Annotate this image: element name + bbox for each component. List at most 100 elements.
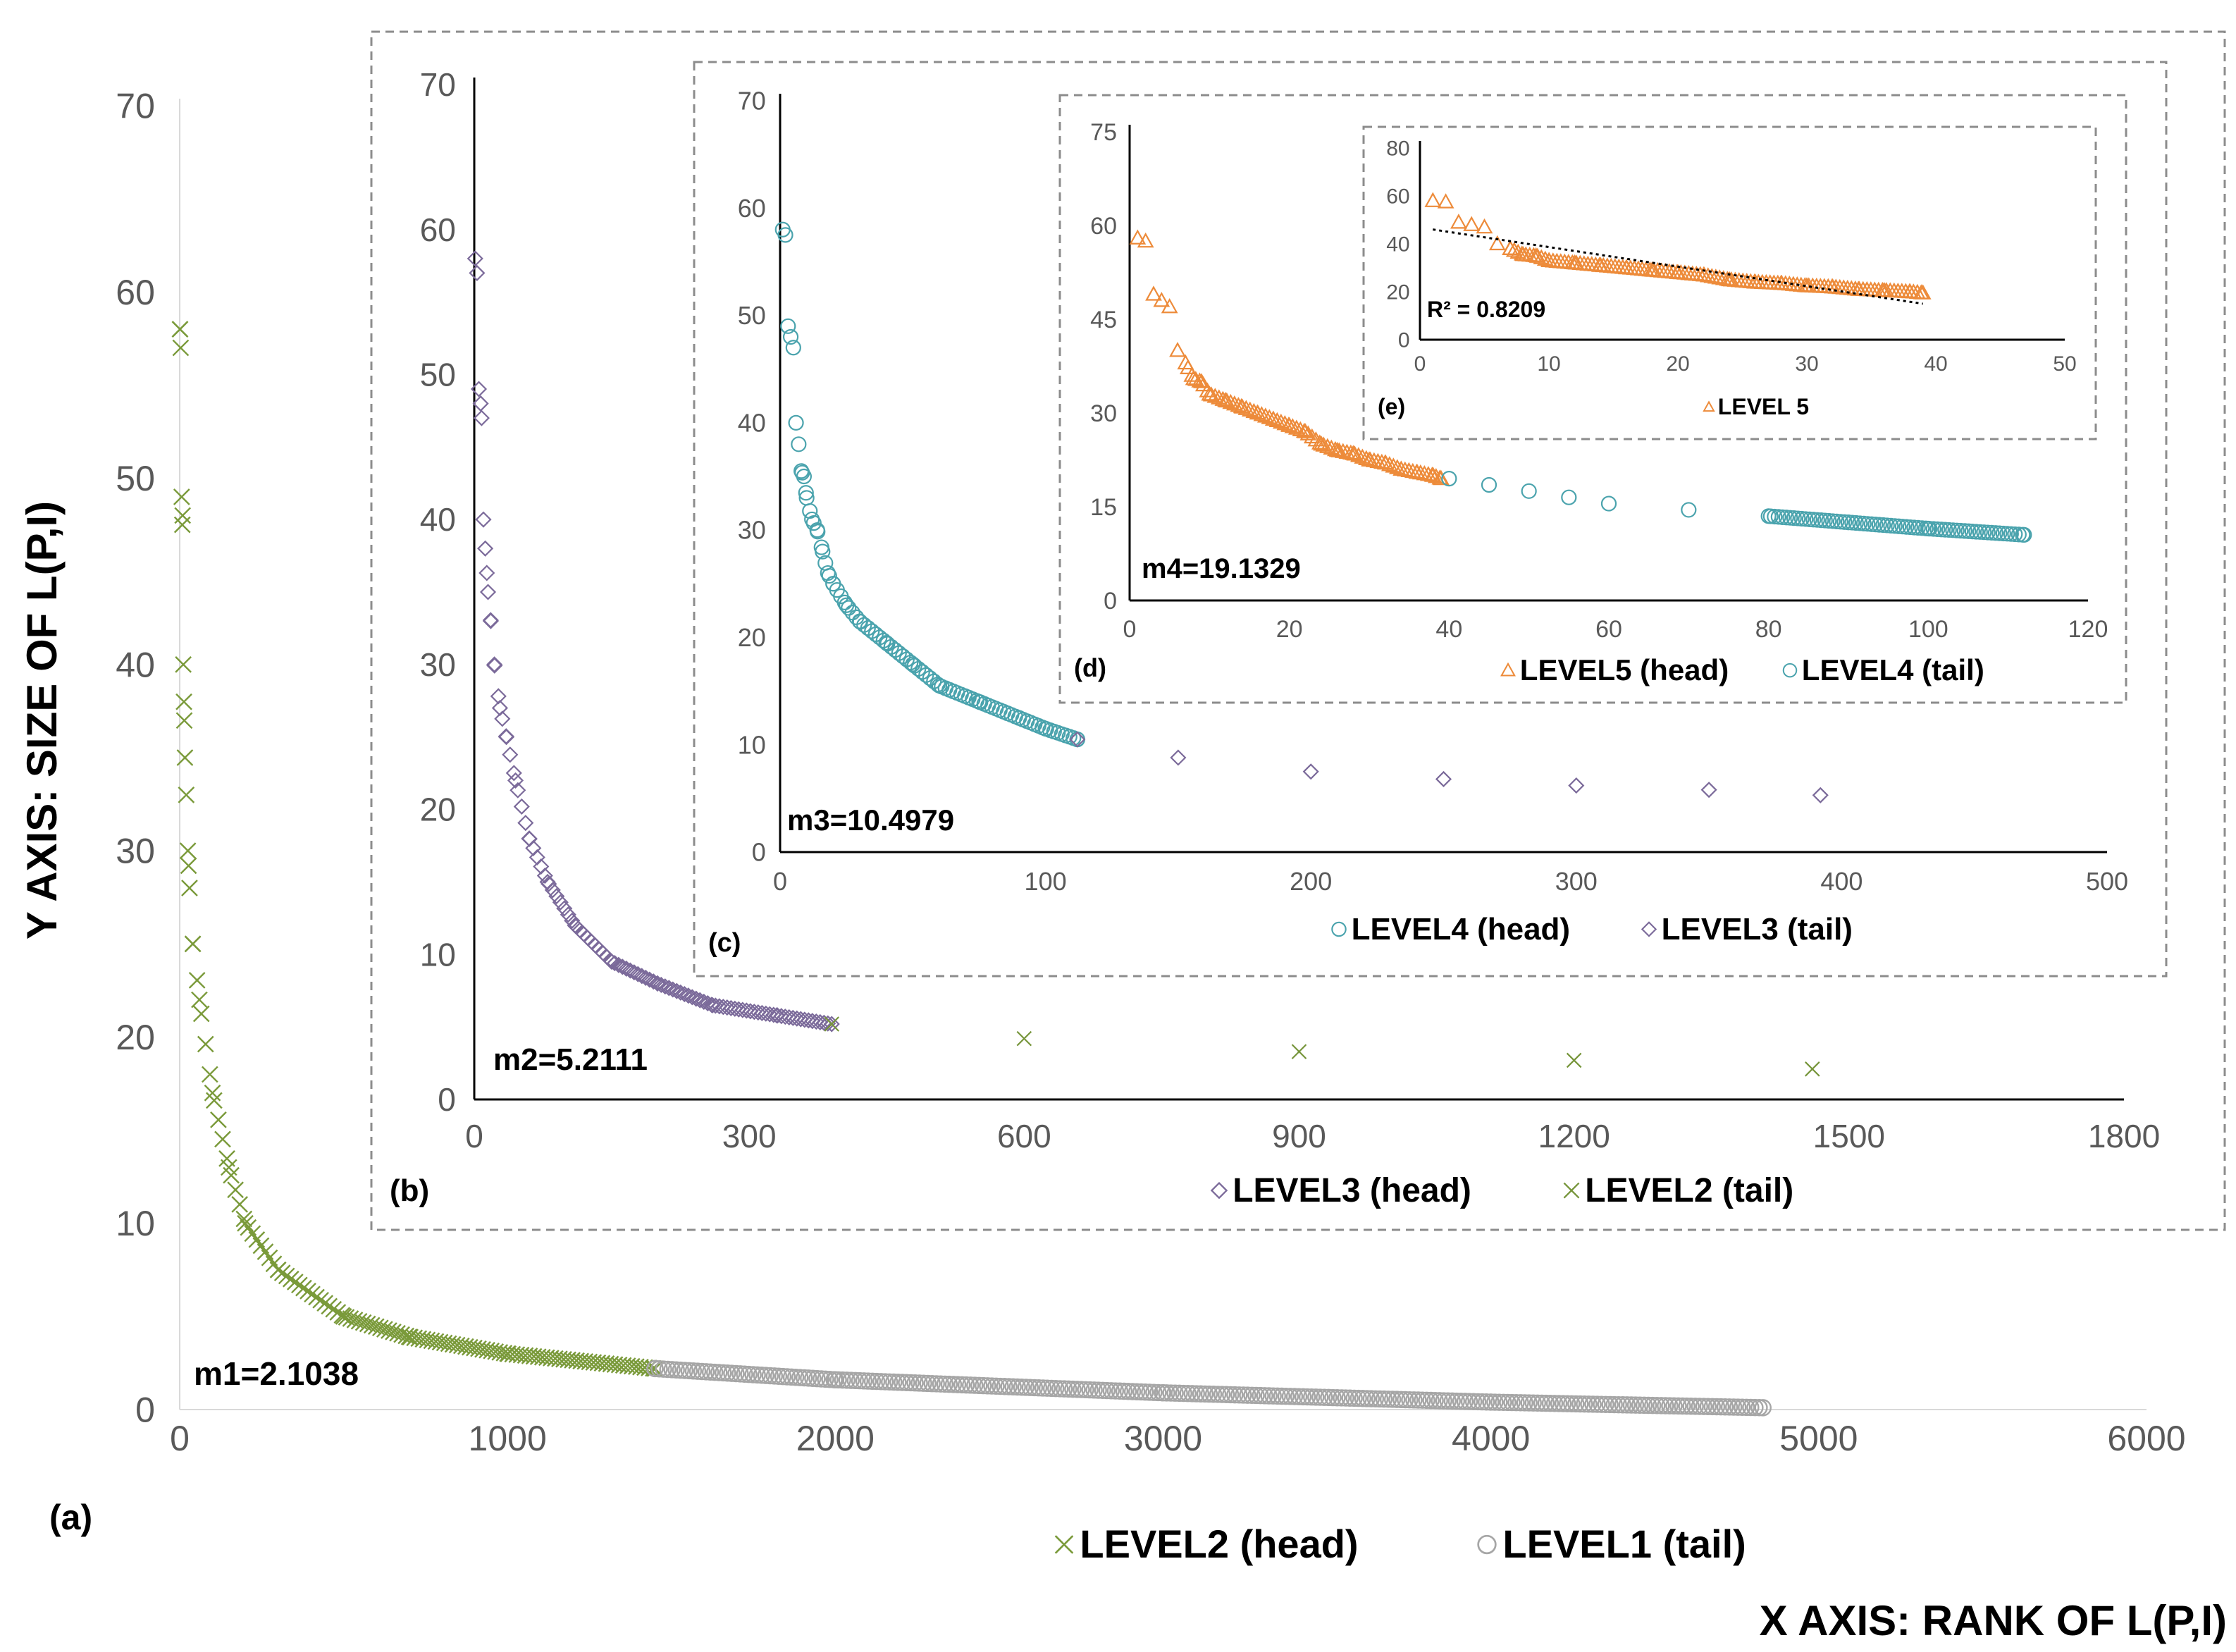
data-point xyxy=(172,339,190,357)
data-point xyxy=(696,993,712,1010)
data-point xyxy=(684,1362,703,1380)
data-point xyxy=(765,1367,784,1385)
data-point xyxy=(1292,421,1309,436)
data-point xyxy=(1311,1388,1329,1406)
data-point xyxy=(286,1274,304,1290)
x-tick-label: 2000 xyxy=(796,1419,875,1458)
data-point xyxy=(975,1376,992,1395)
data-point xyxy=(646,1360,664,1378)
data-point xyxy=(940,1375,958,1393)
data-point xyxy=(693,1362,711,1381)
data-point xyxy=(701,1363,719,1381)
data-point xyxy=(851,1371,869,1390)
data-point xyxy=(731,1365,749,1383)
inset-frame-d xyxy=(1058,94,2127,704)
data-point xyxy=(235,1210,253,1228)
data-point xyxy=(273,1264,291,1281)
data-point xyxy=(1128,1383,1146,1400)
data-point xyxy=(606,955,623,972)
data-point xyxy=(1665,1397,1683,1414)
data-point xyxy=(1490,1393,1508,1411)
panel-e: 0 20 40 60 80 0 10 20 30 40 50 (e) R² = 0.8209 LEVEL … xyxy=(1378,137,2077,420)
data-point xyxy=(1481,476,1497,493)
data-point xyxy=(231,1196,249,1213)
data-point xyxy=(175,712,193,729)
data-point xyxy=(1729,1398,1747,1416)
data-point xyxy=(472,395,489,412)
data-point xyxy=(680,987,697,1004)
data-point xyxy=(1068,1381,1086,1398)
data-point xyxy=(1703,1398,1722,1416)
data-point xyxy=(829,1371,847,1389)
data-point xyxy=(1230,397,1247,412)
data-point xyxy=(1342,444,1359,460)
data-point xyxy=(813,539,829,555)
data-point xyxy=(1550,1395,1568,1412)
y-tick-label: 10 xyxy=(116,1204,155,1243)
data-point xyxy=(1373,453,1390,469)
data-point xyxy=(1132,1383,1150,1401)
data-point xyxy=(1456,1393,1474,1410)
data-point xyxy=(1333,1389,1350,1407)
x-tick-label: 100 xyxy=(1025,867,1067,896)
y-axis-title: Y AXIS: SIZE OF L(P,I) xyxy=(18,501,66,939)
data-point xyxy=(740,1365,758,1383)
x-tick-label: 6000 xyxy=(2107,1419,2185,1458)
data-point xyxy=(859,1372,877,1390)
data-point xyxy=(889,1374,907,1391)
data-point xyxy=(498,728,514,745)
data-point xyxy=(927,1375,946,1393)
data-point xyxy=(1272,413,1290,429)
data-point xyxy=(634,968,650,985)
data-point xyxy=(321,1297,338,1315)
data-point xyxy=(1554,1395,1572,1412)
x-tick-label: 4000 xyxy=(1452,1419,1530,1458)
data-point xyxy=(1691,1398,1708,1415)
data-point xyxy=(1354,1390,1372,1407)
data-point xyxy=(1245,402,1263,419)
data-point xyxy=(1206,388,1224,403)
data-point xyxy=(1427,468,1445,483)
data-point xyxy=(1239,1386,1256,1404)
data-point xyxy=(915,1374,932,1392)
data-point xyxy=(1326,440,1344,457)
data-point xyxy=(1431,469,1449,485)
data-point xyxy=(1038,1379,1056,1397)
annotation: m4=19.1329 xyxy=(1142,553,1301,584)
data-point xyxy=(1588,1395,1606,1413)
y-tick-label: 50 xyxy=(420,357,456,393)
x-tick-label: 0 xyxy=(773,867,787,896)
data-point xyxy=(788,414,804,431)
x-tick-label: 200 xyxy=(1290,867,1332,896)
data-point xyxy=(1106,1382,1125,1400)
data-point xyxy=(961,1376,980,1394)
data-point xyxy=(1158,1384,1175,1402)
y-tick-label: 30 xyxy=(420,646,456,683)
data-point xyxy=(1247,1386,1265,1405)
legend-marker xyxy=(1210,1181,1228,1200)
data-point xyxy=(1380,456,1398,471)
data-point xyxy=(846,1371,865,1390)
data-point xyxy=(486,657,503,674)
panel-label: (d) xyxy=(1074,653,1106,682)
data-point xyxy=(507,772,524,789)
data-point xyxy=(1537,1394,1555,1412)
data-point xyxy=(513,798,530,815)
data-point xyxy=(1805,1061,1820,1077)
data-point xyxy=(1724,1398,1743,1416)
data-point xyxy=(1738,1398,1755,1417)
data-point xyxy=(490,688,507,705)
y-tick-label: 60 xyxy=(116,273,155,312)
inset-frame-b xyxy=(370,30,2226,1231)
x-tick-label: 0 xyxy=(170,1419,190,1458)
legend-marker xyxy=(1054,1535,1074,1554)
data-point xyxy=(957,1376,975,1394)
data-point xyxy=(705,1363,724,1381)
data-point xyxy=(1281,1388,1299,1405)
data-point xyxy=(491,700,508,717)
y-tick-label: 10 xyxy=(420,936,456,973)
data-point xyxy=(1431,1392,1448,1410)
data-point xyxy=(1385,457,1402,473)
data-point xyxy=(479,584,497,600)
data-point xyxy=(181,880,198,896)
